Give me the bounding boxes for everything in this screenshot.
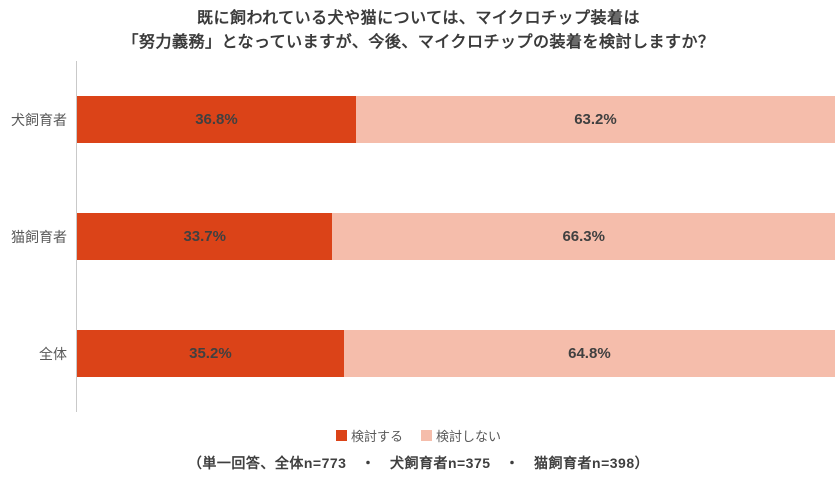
legend-label-not-consider: 検討しない xyxy=(436,428,502,444)
bar-row-cat-owners: 猫飼育者 33.7% 66.3% xyxy=(0,178,837,295)
bar-segment-not-consider: 64.8% xyxy=(343,330,835,377)
chart-title-line-2: 「努力義務」となっていますが、今後、マイクロチップの装着を検討しますか？ xyxy=(122,34,715,51)
bar-row-dog-owners: 犬飼育者 36.8% 63.2% xyxy=(0,61,837,178)
stacked-bar: 36.8% 63.2% xyxy=(77,96,835,143)
legend-label-consider: 検討する xyxy=(350,428,403,444)
value-label: 64.8% xyxy=(568,345,611,362)
bar-segment-consider: 33.7% xyxy=(77,213,333,260)
legend-item-not-consider: 検討しない xyxy=(421,426,501,445)
category-label: 全体 xyxy=(39,345,67,362)
legend-swatch-consider-icon xyxy=(335,429,347,441)
bar-segment-consider: 36.8% xyxy=(77,96,356,143)
chart-title: 既に飼われている犬や猫については、マイクロチップ装着は 「努力義務」となっていま… xyxy=(0,0,837,55)
bar-segment-not-consider: 66.3% xyxy=(332,213,835,260)
chart-title-line-1: 既に飼われている犬や猫については、マイクロチップ装着は xyxy=(196,10,641,27)
legend-item-consider: 検討する xyxy=(335,426,403,445)
value-label: 33.7% xyxy=(183,228,226,245)
bar-track: 36.8% 63.2% xyxy=(76,61,837,178)
bar-segment-not-consider: 63.2% xyxy=(355,96,835,143)
legend: 検討する 検討しない xyxy=(0,426,837,444)
category-label: 犬飼育者 xyxy=(11,111,67,128)
bar-track: 33.7% 66.3% xyxy=(76,178,837,295)
value-label: 66.3% xyxy=(562,228,605,245)
plot-area: 犬飼育者 36.8% 63.2% 猫飼育者 33.7% xyxy=(0,61,837,412)
bar-track: 35.2% 64.8% xyxy=(76,295,837,412)
value-label: 36.8% xyxy=(195,111,238,128)
stacked-bar: 35.2% 64.8% xyxy=(77,330,835,377)
sample-size-footnote: （単一回答、全体n=773 ・ 犬飼育者n=375 ・ 猫飼育者n=398） xyxy=(187,455,650,471)
bar-segment-consider: 35.2% xyxy=(77,330,344,377)
value-label: 35.2% xyxy=(189,345,232,362)
category-label: 猫飼育者 xyxy=(11,228,67,245)
legend-swatch-not-consider-icon xyxy=(421,429,432,441)
value-label: 63.2% xyxy=(574,111,617,128)
stacked-bar: 33.7% 66.3% xyxy=(77,213,835,260)
bar-row-total: 全体 35.2% 64.8% xyxy=(0,295,837,412)
